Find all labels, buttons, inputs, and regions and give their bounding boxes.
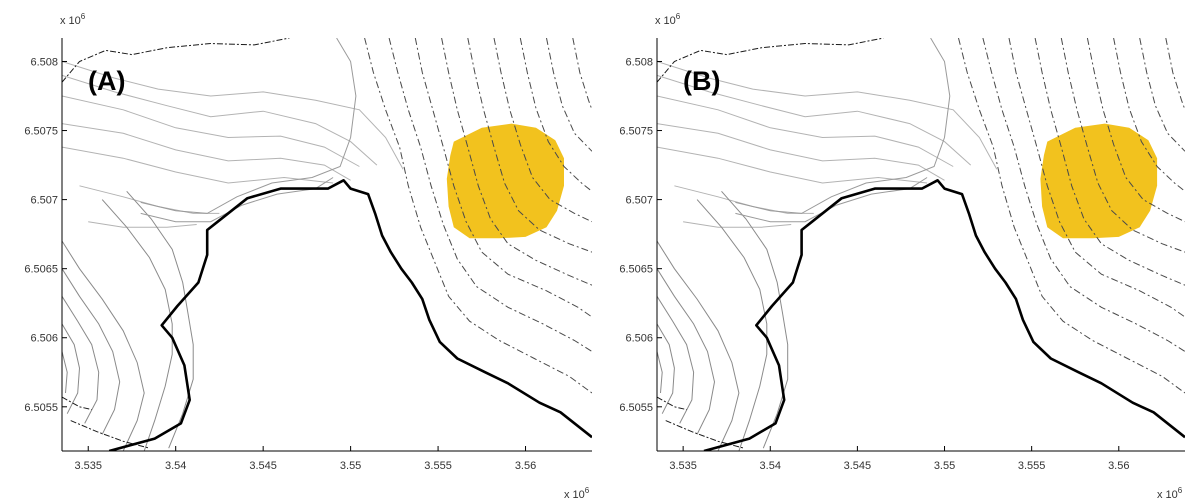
contour-line	[62, 61, 404, 170]
contour-line	[414, 38, 592, 318]
contour-line	[388, 38, 592, 352]
x-tick-label: 3.545	[844, 460, 872, 472]
contour-line	[1086, 38, 1185, 223]
contour-line	[88, 221, 197, 228]
contour-line	[441, 38, 592, 286]
contour-line	[657, 146, 928, 184]
contour-line	[140, 38, 357, 214]
contour-line	[62, 123, 351, 181]
highlight-region	[1040, 123, 1158, 239]
x-tick-label: 3.545	[249, 460, 277, 472]
x-multiplier-label: x 106	[564, 486, 590, 501]
contour-line	[1060, 38, 1185, 253]
contour-line	[79, 185, 220, 214]
contour-line	[982, 38, 1185, 352]
contour-line	[62, 240, 145, 451]
contour-line	[140, 177, 334, 223]
contour-line	[62, 74, 378, 166]
panel-b: 3.535 3.54 3.545 3.55 3.555 3.56 6.5055 6.506 6.…	[619, 12, 1185, 501]
coastline	[108, 179, 592, 451]
contour-line	[657, 74, 972, 166]
contour-line	[62, 268, 121, 435]
panel-label: (A)	[88, 66, 125, 96]
contour-line	[735, 177, 928, 223]
y-tick-label: 6.507	[625, 195, 653, 207]
contour-line	[70, 420, 150, 449]
y-tick-label: 6.5065	[619, 264, 653, 276]
contour-line	[657, 351, 663, 394]
y-tick-label: 6.507	[30, 195, 58, 207]
contour-line	[1113, 38, 1185, 192]
contour-line	[62, 146, 334, 184]
contour-line	[519, 38, 592, 192]
contour-line	[1008, 38, 1185, 318]
y-tick-label: 6.5055	[619, 402, 653, 414]
plot-area	[62, 38, 592, 451]
plot-area	[657, 38, 1185, 451]
contour-line	[364, 38, 592, 394]
x-tick-label: 3.55	[340, 460, 361, 472]
contour-line	[735, 38, 951, 214]
contour-line	[696, 199, 768, 451]
x-tick-label: 3.54	[165, 460, 186, 472]
x-tick-label: 3.54	[760, 460, 781, 472]
contour-line	[674, 185, 814, 214]
contour-line	[657, 323, 675, 414]
y-tick-label: 6.5055	[24, 402, 58, 414]
panel-a: 3.535 3.54 3.545 3.55 3.555 3.56 6.5055 6.506 6.…	[24, 12, 592, 501]
contour-line	[546, 38, 592, 152]
y-multiplier-label: x 106	[60, 12, 86, 27]
x-tick-label: 3.56	[1108, 460, 1129, 472]
contour-line	[657, 123, 945, 181]
contour-line	[126, 190, 194, 449]
highlight-region	[446, 123, 564, 239]
contour-line	[657, 95, 954, 167]
contour-line	[657, 296, 695, 424]
x-tick-label: 3.555	[1018, 460, 1046, 472]
y-tick-label: 6.508	[625, 56, 653, 68]
y-tick-label: 6.506	[625, 333, 653, 345]
panel-label: (B)	[683, 66, 720, 96]
y-tick-label: 6.506	[30, 333, 58, 345]
y-multiplier-label: x 106	[655, 12, 681, 27]
contour-line	[101, 199, 173, 451]
contour-line	[62, 351, 68, 394]
contour-line	[1139, 38, 1185, 152]
contour-line	[1165, 38, 1185, 110]
coastline	[703, 179, 1185, 451]
contour-line	[683, 221, 792, 228]
y-tick-label: 6.508	[30, 56, 58, 68]
x-tick-label: 3.555	[424, 460, 452, 472]
contour-line	[493, 38, 592, 223]
contour-line	[657, 61, 998, 170]
x-tick-label: 3.535	[74, 460, 102, 472]
contour-line	[62, 296, 100, 424]
contour-line	[657, 268, 716, 435]
y-tick-label: 6.5065	[24, 264, 58, 276]
contour-line	[572, 38, 592, 110]
contour-line	[467, 38, 592, 253]
y-tick-label: 6.5075	[619, 126, 653, 138]
contour-line	[1034, 38, 1185, 286]
x-multiplier-label: x 106	[1157, 486, 1183, 501]
contour-line	[62, 396, 92, 411]
contour-line	[62, 95, 360, 167]
contour-line	[62, 38, 290, 83]
contour-line	[62, 323, 81, 414]
x-tick-label: 3.535	[669, 460, 697, 472]
x-tick-label: 3.56	[515, 460, 536, 472]
contour-line	[657, 38, 884, 83]
x-tick-label: 3.55	[934, 460, 955, 472]
contour-line	[958, 38, 1185, 394]
y-tick-label: 6.5075	[24, 126, 58, 138]
contour-line	[657, 396, 687, 411]
contour-line	[657, 240, 740, 451]
contour-line	[721, 190, 789, 449]
